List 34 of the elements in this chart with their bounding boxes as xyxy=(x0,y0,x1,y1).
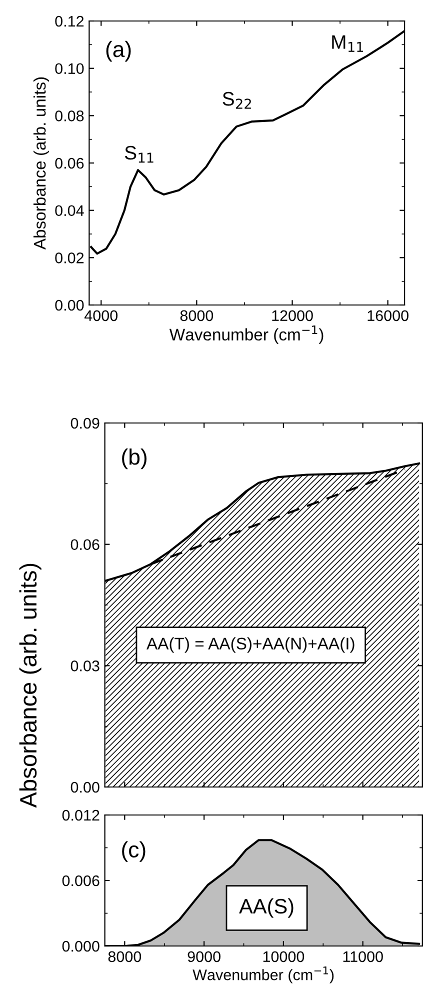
x-axis-title: Wavenumber (cm$^{−1}$) xyxy=(192,966,334,984)
x-tick-label: 12000 xyxy=(272,310,313,322)
y-tick-label: 0.04 xyxy=(55,205,84,216)
annotation: (a) xyxy=(106,40,131,62)
x-tick-label: 16000 xyxy=(368,310,408,322)
x-axis-title: Wavenumber (cm$^{−1}$) xyxy=(169,325,324,344)
annotation: (c) xyxy=(122,841,146,862)
x-tick-label: 9000 xyxy=(188,951,220,962)
x-tick-label: 4000 xyxy=(84,310,118,322)
y-tick-label: 0.012 xyxy=(62,810,100,821)
x-tick-label: 8000 xyxy=(180,310,214,322)
y-tick-label: 0.00 xyxy=(55,300,84,311)
x-tick-label: 11000 xyxy=(343,951,383,962)
y-tick-label: 0.08 xyxy=(55,110,84,122)
annotation: (b) xyxy=(122,448,146,470)
y-tick-label: 0.06 xyxy=(55,158,84,169)
y-tick-label: 0.03 xyxy=(70,660,100,672)
y-axis-title: Absorbance (arb. units) xyxy=(19,564,42,808)
x-tick-label: 8000 xyxy=(108,951,142,962)
y-tick-label: 0.12 xyxy=(55,16,84,27)
y-tick-label: 0.00 xyxy=(70,782,100,793)
y-tick-label: 0.09 xyxy=(70,418,100,429)
y-axis-title: Absorbance (arb. units) xyxy=(33,77,50,250)
annotation: M$_{11}$ xyxy=(332,35,364,52)
annotation: S$_{11}$ xyxy=(124,146,154,163)
y-tick-label: 0.02 xyxy=(55,252,84,264)
y-tick-label: 0.10 xyxy=(55,63,84,74)
x-tick-label: 10000 xyxy=(263,951,304,962)
y-tick-label: 0.000 xyxy=(62,940,100,952)
annotation: S$_{22}$ xyxy=(222,92,251,109)
annotation: AA(T) = AA(S)+AA(N)+AA(I) xyxy=(146,637,354,653)
y-tick-label: 0.006 xyxy=(62,875,100,886)
y-tick-label: 0.06 xyxy=(70,539,100,550)
annotation: AA(S) xyxy=(239,898,294,918)
